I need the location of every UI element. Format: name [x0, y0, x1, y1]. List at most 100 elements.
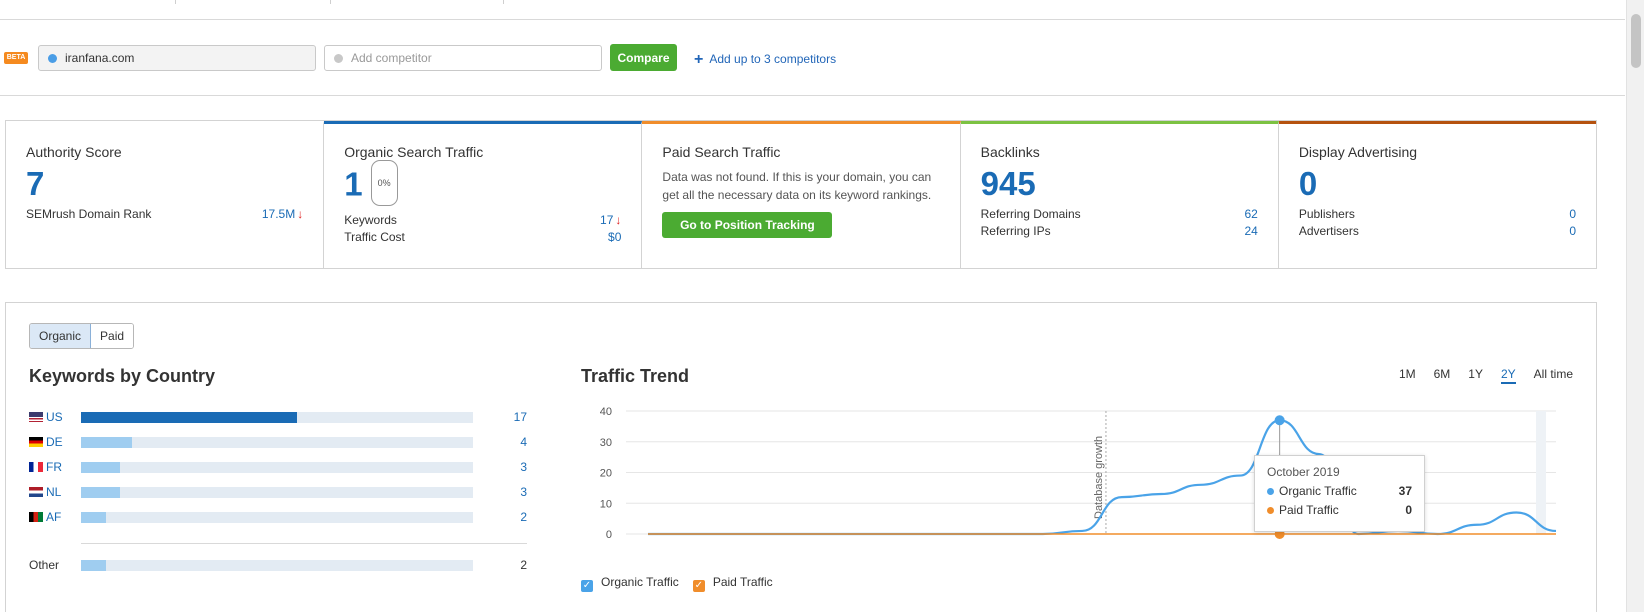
competitor-placeholder: Add competitor — [351, 51, 432, 65]
share-bar-fill — [81, 487, 121, 498]
chart-tooltip: October 2019 Organic Traffic 37 Paid Tra… — [1254, 455, 1425, 532]
compare-button[interactable]: Compare — [610, 44, 677, 71]
publishers-row: Publishers 0 — [1299, 207, 1576, 221]
referring-domains-row: Referring Domains 62 — [981, 207, 1258, 221]
display-advertising-value[interactable]: 0 — [1298, 165, 1318, 202]
legend-organic[interactable]: ✓ Organic Traffic — [581, 575, 679, 592]
keyword-count[interactable]: 2 — [520, 510, 527, 524]
y-tick-label: 20 — [600, 468, 612, 480]
country-row-other: Other 2 — [29, 558, 527, 583]
legend-label: Paid Traffic — [712, 575, 773, 589]
plus-icon: + — [694, 51, 704, 68]
organic-traffic-value[interactable]: 1 — [344, 165, 363, 203]
no-data-note: Data was not found. If this is your doma… — [662, 170, 932, 202]
checkbox-checked-icon: ✓ — [581, 580, 593, 592]
country-code[interactable]: NL — [46, 485, 62, 499]
country-code[interactable]: FR — [46, 460, 62, 474]
share-bar — [81, 412, 473, 423]
referring-domains-value[interactable]: 62 — [1244, 207, 1258, 221]
change-badge: 0% — [370, 160, 398, 206]
domain-input[interactable]: iranfana.com — [38, 45, 316, 71]
row-label: Referring Domains — [980, 207, 1081, 221]
country-row-af: AF 2 — [29, 510, 527, 535]
share-bar — [81, 437, 473, 448]
keyword-count[interactable]: 3 — [520, 485, 527, 499]
y-tick-label: 10 — [600, 498, 612, 510]
legend-paid[interactable]: ✓ Paid Traffic — [692, 575, 773, 592]
period-2y[interactable]: 2Y — [1500, 367, 1516, 384]
competitor-input[interactable]: Add competitor — [324, 45, 602, 71]
country-code: Other — [29, 558, 60, 572]
period-6m[interactable]: 6M — [1433, 367, 1451, 381]
domain-rank-value[interactable]: 17.5M — [261, 207, 296, 221]
referring-ips-value[interactable]: 24 — [1244, 224, 1258, 238]
keywords-by-country-list: US 17 DE 4 FR 3 NL 3 AF 2 Other 2 — [29, 410, 527, 583]
period-selector: 1M 6M 1Y 2Y All time — [1399, 367, 1573, 384]
keyword-count[interactable]: 17 — [513, 410, 527, 424]
fr-flag-icon — [29, 462, 43, 472]
domain-search-bar — [0, 20, 1625, 96]
widget-title: Authority Score — [26, 144, 122, 160]
country-code[interactable]: AF — [46, 510, 62, 524]
country-code[interactable]: DE — [46, 435, 63, 449]
toggle-paid[interactable]: Paid — [91, 324, 134, 348]
keyword-count: 2 — [520, 558, 527, 572]
keyword-count[interactable]: 4 — [520, 435, 527, 449]
period-1m[interactable]: 1M — [1398, 367, 1416, 381]
share-bar — [81, 512, 473, 523]
tooltip-paid-value: 0 — [1405, 503, 1412, 517]
y-tick-label: 30 — [600, 437, 612, 449]
display-advertising-widget: Display Advertising 0 Publishers 0 Adver… — [1278, 121, 1597, 268]
annotation-label: Database growth — [1093, 436, 1105, 519]
traffic-panel: Organic Paid Keywords by Country US 17 DE 4… — [5, 302, 1597, 612]
af-flag-icon — [29, 512, 43, 522]
de-flag-icon — [29, 437, 43, 447]
y-tick-label: 40 — [600, 406, 612, 418]
arrow-down-icon: ↓ — [615, 213, 622, 227]
organic-hover-point — [1274, 415, 1285, 426]
period-1y[interactable]: 1Y — [1468, 367, 1483, 381]
keyword-count[interactable]: 3 — [520, 460, 527, 474]
share-bar — [81, 560, 473, 571]
referring-ips-row: Referring IPs 24 — [981, 224, 1258, 238]
authority-score-value[interactable]: 7 — [26, 165, 45, 202]
top-tab-strip — [0, 0, 1625, 20]
tooltip-date: October 2019 — [1267, 465, 1340, 479]
country-code[interactable]: US — [46, 410, 63, 424]
tooltip-paid-label: Paid Traffic — [1279, 503, 1339, 517]
widget-title: Organic Search Traffic — [344, 144, 484, 160]
position-tracking-button[interactable]: Go to Position Tracking — [662, 212, 833, 238]
period-all-time[interactable]: All time — [1533, 367, 1573, 381]
share-bar — [81, 487, 473, 498]
tab-divider — [175, 0, 176, 4]
y-tick-label: 0 — [606, 529, 612, 541]
competitor-color-dot — [334, 54, 343, 63]
widget-title: Display Advertising — [1298, 144, 1418, 160]
nl-flag-icon — [29, 487, 43, 497]
toggle-organic[interactable]: Organic — [30, 324, 92, 348]
tab-divider — [503, 0, 504, 4]
chart-legend: ✓ Organic Traffic ✓ Paid Traffic — [581, 575, 773, 592]
widget-title: Backlinks — [980, 144, 1040, 160]
row-label: Keywords — [344, 213, 397, 227]
scrollbar-thumb[interactable] — [1631, 14, 1641, 68]
share-bar-fill — [81, 560, 107, 571]
tooltip-organic-label: Organic Traffic — [1279, 484, 1357, 498]
share-bar-fill — [81, 462, 121, 473]
page-scrollbar[interactable] — [1626, 0, 1644, 612]
add-competitors-link[interactable]: + Add up to 3 competitors — [694, 50, 836, 68]
publishers-value[interactable]: 0 — [1569, 207, 1577, 221]
beta-badge: BETA — [4, 52, 28, 64]
advertisers-value[interactable]: 0 — [1569, 224, 1577, 238]
backlinks-value[interactable]: 945 — [980, 165, 1036, 202]
traffic-cost-value[interactable]: $0 — [608, 230, 622, 244]
country-row-us: US 17 — [29, 410, 527, 435]
organic-dot-icon — [1267, 488, 1274, 495]
country-row-fr: FR 3 — [29, 460, 527, 485]
keywords-value[interactable]: 17 — [600, 213, 614, 227]
authority-score-widget: Authority Score 7 SEMrush Domain Rank 17… — [6, 121, 325, 268]
share-bar-fill — [81, 412, 297, 423]
backlinks-widget: Backlinks 945 Referring Domains 62 Refer… — [960, 121, 1279, 268]
us-flag-icon — [29, 412, 43, 422]
domain-value: iranfana.com — [65, 51, 135, 65]
